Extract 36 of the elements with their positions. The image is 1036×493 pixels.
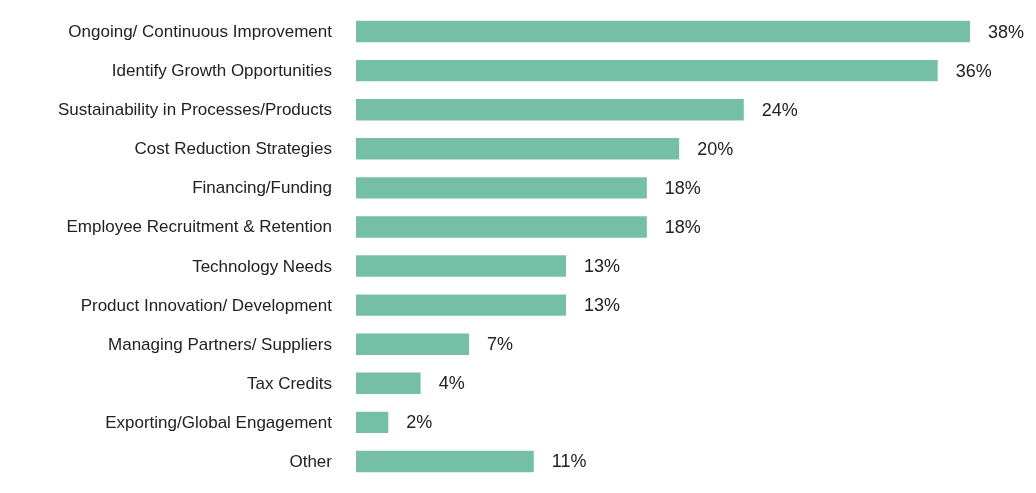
- bar: [356, 294, 567, 316]
- y-tick-label: Other: [289, 451, 333, 471]
- data-label: 18%: [664, 177, 701, 198]
- bar: [356, 450, 534, 473]
- data-label: 2%: [406, 412, 433, 433]
- data-label: 11%: [551, 451, 587, 472]
- y-tick-label: Sustainability in Processes/Products: [57, 100, 332, 120]
- bar: [356, 138, 680, 160]
- y-tick-label: Financing/Funding: [192, 178, 332, 198]
- y-tick-label: Exporting/Global Engagement: [105, 412, 333, 432]
- data-label: 13%: [584, 256, 621, 277]
- data-label: 4%: [438, 373, 465, 394]
- y-tick-label: Identify Growth Opportunities: [111, 61, 332, 81]
- data-label: 13%: [584, 295, 621, 316]
- y-tick-label: Ongoing/ Continuous Improvement: [68, 22, 333, 42]
- data-label: 36%: [955, 60, 992, 81]
- bar: [356, 255, 567, 277]
- data-label: 38%: [988, 21, 1025, 42]
- bar: [356, 98, 744, 121]
- y-tick-label: Managing Partners/ Suppliers: [108, 334, 332, 354]
- bar: [356, 411, 389, 434]
- y-tick-label: Employee Recruitment & Retention: [66, 217, 332, 237]
- y-tick-label: Technology Needs: [192, 256, 332, 276]
- y-tick-label: Cost Reduction Strategies: [134, 139, 332, 159]
- data-label: 18%: [664, 216, 701, 237]
- bar: [356, 20, 970, 43]
- y-tick-label: Product Innovation/ Development: [80, 295, 333, 315]
- bar: [356, 59, 938, 82]
- y-tick-label: Tax Credits: [246, 373, 332, 393]
- bar: [356, 372, 421, 395]
- data-label: 24%: [761, 99, 798, 120]
- bar: [356, 333, 470, 355]
- data-label: 7%: [487, 334, 514, 355]
- data-label: 20%: [697, 138, 734, 159]
- bar: [356, 177, 647, 199]
- bar: [356, 216, 647, 238]
